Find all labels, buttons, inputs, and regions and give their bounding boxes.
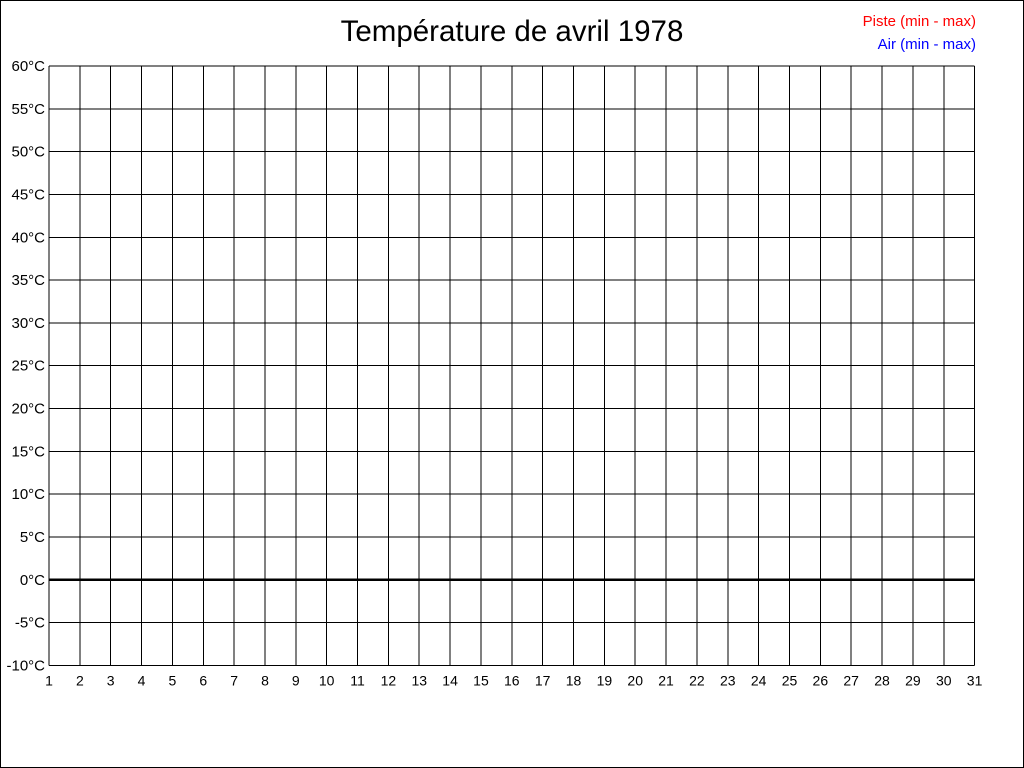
svg-text:31: 31: [967, 672, 983, 688]
svg-text:29: 29: [905, 672, 921, 688]
svg-text:11: 11: [350, 672, 365, 688]
svg-text:27: 27: [843, 672, 859, 688]
svg-text:20: 20: [627, 672, 643, 688]
svg-text:30°C: 30°C: [11, 315, 45, 332]
svg-text:Air (min - max): Air (min - max): [878, 36, 976, 53]
svg-text:10°C: 10°C: [11, 486, 45, 503]
svg-text:24: 24: [751, 672, 767, 688]
svg-text:8: 8: [261, 672, 269, 688]
svg-text:30: 30: [936, 672, 952, 688]
svg-text:35°C: 35°C: [11, 272, 45, 289]
svg-text:15°C: 15°C: [11, 443, 45, 460]
svg-text:15: 15: [473, 672, 489, 688]
svg-text:-10°C: -10°C: [6, 657, 45, 674]
svg-text:60°C: 60°C: [11, 58, 45, 75]
svg-text:9: 9: [292, 672, 300, 688]
svg-text:14: 14: [442, 672, 458, 688]
svg-text:0°C: 0°C: [20, 572, 45, 589]
svg-text:28: 28: [874, 672, 890, 688]
svg-text:25: 25: [782, 672, 798, 688]
svg-text:25°C: 25°C: [11, 358, 45, 375]
svg-text:2: 2: [76, 672, 84, 688]
svg-text:19: 19: [597, 672, 613, 688]
svg-text:40°C: 40°C: [11, 229, 45, 246]
svg-text:45°C: 45°C: [11, 186, 45, 203]
svg-text:Piste (min - max): Piste (min - max): [863, 13, 976, 30]
svg-text:5°C: 5°C: [20, 529, 45, 546]
svg-text:22: 22: [689, 672, 705, 688]
svg-text:7: 7: [230, 672, 238, 688]
svg-text:6: 6: [199, 672, 207, 688]
svg-text:1: 1: [45, 672, 53, 688]
svg-text:5: 5: [169, 672, 177, 688]
svg-text:20°C: 20°C: [11, 401, 45, 418]
svg-text:21: 21: [658, 672, 674, 688]
svg-text:50°C: 50°C: [11, 144, 45, 161]
svg-text:3: 3: [107, 672, 115, 688]
svg-text:23: 23: [720, 672, 736, 688]
svg-text:4: 4: [138, 672, 146, 688]
svg-text:10: 10: [319, 672, 335, 688]
svg-text:17: 17: [535, 672, 551, 688]
svg-text:16: 16: [504, 672, 520, 688]
svg-text:-5°C: -5°C: [15, 615, 45, 632]
svg-text:26: 26: [813, 672, 829, 688]
svg-text:12: 12: [381, 672, 397, 688]
svg-text:13: 13: [411, 672, 427, 688]
svg-text:55°C: 55°C: [11, 101, 45, 118]
svg-text:18: 18: [566, 672, 582, 688]
svg-text:Température de avril 1978: Température de avril 1978: [341, 15, 684, 48]
